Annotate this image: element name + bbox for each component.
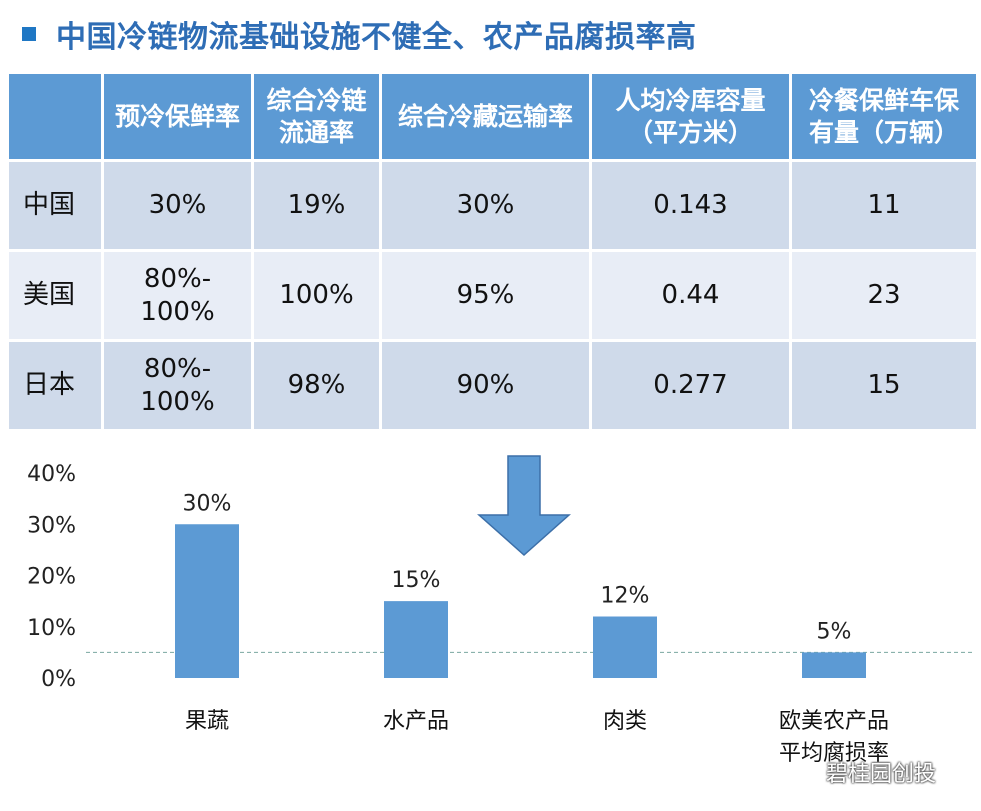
y-tick-label: 40% (27, 462, 76, 487)
table-cell: 100% (251, 249, 382, 342)
y-tick-label: 30% (27, 513, 76, 538)
category-label: 肉类 (603, 709, 647, 734)
table-row: 日本 80%- 100% 98% 90% 0.277 15 (6, 339, 979, 432)
watermark-text: 碧桂园创投 (826, 762, 937, 787)
table-cell: 0.277 (589, 339, 792, 432)
table-header-cell: 综合冷链 流通率 (251, 71, 382, 162)
bar (384, 601, 448, 678)
table-header-cell: 预冷保鲜率 (101, 71, 254, 162)
y-tick-label: 10% (27, 616, 76, 641)
bar (593, 616, 657, 678)
table-cell: 30% (379, 159, 592, 252)
data-label: 12% (601, 584, 650, 609)
table-cell: 23 (789, 249, 979, 342)
table-cell: 80%- 100% (101, 339, 254, 432)
down-arrow-icon (477, 455, 571, 557)
table-row: 美国 80%- 100% 100% 95% 0.44 23 (6, 249, 979, 342)
data-label: 30% (183, 491, 232, 516)
row-country: 中国 (6, 159, 104, 252)
table-header-cell: 综合冷藏运输率 (379, 71, 592, 162)
category-label: 欧美农产品 (779, 709, 889, 734)
wechat-icon (791, 762, 818, 782)
row-country: 日本 (6, 339, 104, 432)
data-label: 15% (392, 568, 441, 593)
row-country: 美国 (6, 249, 104, 342)
y-axis: 0% 10% 20% 30% 40% (27, 462, 76, 692)
table-cell: 0.143 (589, 159, 792, 252)
bar (802, 652, 866, 678)
title-row: 中国冷链物流基础设施不健全、农产品腐损率高 (22, 14, 697, 55)
table-cell: 19% (251, 159, 382, 252)
table-row: 中国 30% 19% 30% 0.143 11 (6, 159, 979, 252)
category-label: 水产品 (383, 709, 449, 734)
page-title: 中国冷链物流基础设施不健全、农产品腐损率高 (56, 20, 697, 55)
table-cell: 98% (251, 339, 382, 432)
spoilage-bar-chart: 0% 10% 20% 30% 40% 30% 果蔬 15% 水产品 12% 肉类 5% 欧美农产品平均… (27, 455, 975, 766)
table-cell: 95% (379, 249, 592, 342)
table-cell: 15 (789, 339, 979, 432)
table-cell: 11 (789, 159, 979, 252)
y-tick-label: 20% (27, 565, 76, 590)
comparison-table: 预冷保鲜率 综合冷链 流通率 综合冷藏运输率 人均冷库容量 （平方米） 冷餐保鲜… (6, 71, 979, 432)
table-cell: 0.44 (589, 249, 792, 342)
data-label: 5% (817, 619, 852, 644)
table-header-cell: 人均冷库容量 （平方米） (589, 71, 792, 162)
bar (175, 524, 239, 678)
table-cell: 90% (379, 339, 592, 432)
table-header-cell (6, 71, 104, 162)
category-label: 果蔬 (185, 709, 229, 734)
table-cell: 30% (101, 159, 254, 252)
table-cell: 80%- 100% (101, 249, 254, 342)
title-bullet-icon (22, 27, 36, 41)
table-header-cell: 冷餐保鲜车保 有量（万辆） (789, 71, 979, 162)
watermark: 碧桂园创投 (790, 756, 936, 788)
y-tick-label: 0% (41, 667, 76, 692)
category-label: 平均腐损率 (779, 741, 889, 766)
table-header-row: 预冷保鲜率 综合冷链 流通率 综合冷藏运输率 人均冷库容量 （平方米） 冷餐保鲜… (6, 71, 979, 162)
